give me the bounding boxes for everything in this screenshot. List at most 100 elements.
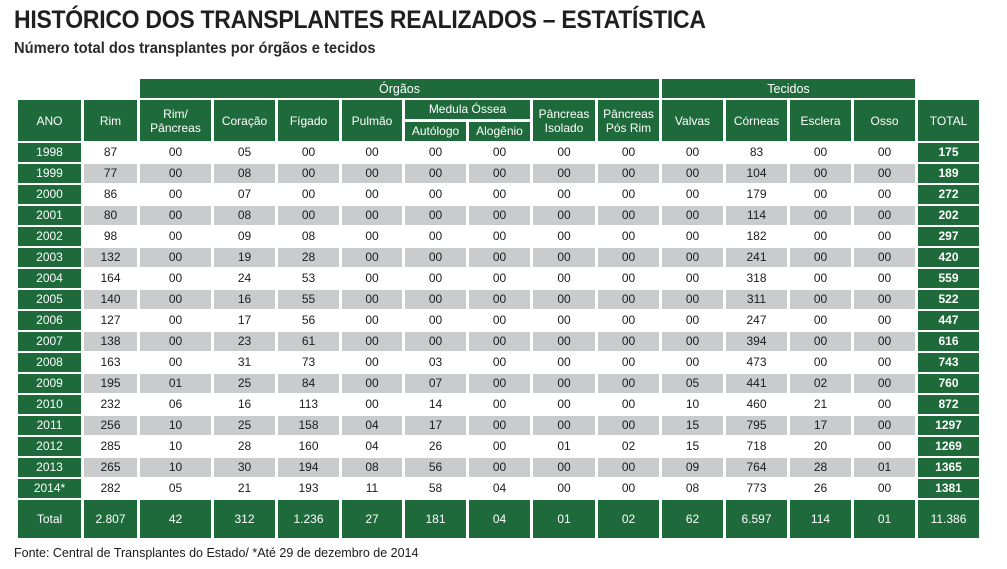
- year-cell: 2005: [18, 290, 81, 309]
- table-cell: 00: [854, 248, 915, 267]
- table-cell: 00: [140, 332, 211, 351]
- totals-row: Total 2.807 42 312 1.236 27 181 04 01 02 62 6.597 11…: [18, 500, 979, 538]
- row-total-cell: 872: [918, 395, 979, 414]
- table-cell: 195: [84, 374, 137, 393]
- table-cell: 285: [84, 437, 137, 456]
- totals-cell: 02: [598, 500, 659, 538]
- table-cell: 24: [214, 269, 275, 288]
- table-cell: 00: [469, 416, 530, 435]
- table-cell: 00: [790, 248, 851, 267]
- col-pancreas-pos-rim: Pâncreas Pós Rim: [598, 100, 659, 141]
- table-cell: 00: [342, 374, 402, 393]
- table-cell: 00: [278, 206, 339, 225]
- table-cell: 232: [84, 395, 137, 414]
- table-cell: 00: [790, 227, 851, 246]
- table-cell: 158: [278, 416, 339, 435]
- table-cell: 00: [342, 353, 402, 372]
- table-cell: 00: [598, 458, 659, 477]
- table-cell: 00: [533, 479, 595, 498]
- year-cell: 2008: [18, 353, 81, 372]
- table-row: 2002 98 00 09 08 00 00 00 00 00 00 182 00 00 297: [18, 227, 979, 246]
- row-total-cell: 175: [918, 143, 979, 162]
- col-pulmao: Pulmão: [342, 100, 402, 141]
- table-cell: 441: [726, 374, 787, 393]
- table-cell: 00: [342, 227, 402, 246]
- table-row: 2012 285 10 28 160 04 26 00 01 02 15 718 20 00 1269: [18, 437, 979, 456]
- table-cell: 00: [790, 290, 851, 309]
- table-cell: 00: [662, 164, 723, 183]
- table-cell: 00: [469, 290, 530, 309]
- table-row: 2011 256 10 25 158 04 17 00 00 00 15 795 17 00 1297: [18, 416, 979, 435]
- table-cell: 56: [405, 458, 466, 477]
- table-cell: 10: [140, 458, 211, 477]
- table-cell: 00: [140, 164, 211, 183]
- table-cell: 04: [469, 479, 530, 498]
- table-cell: 00: [662, 206, 723, 225]
- table-cell: 113: [278, 395, 339, 414]
- row-total-cell: 1365: [918, 458, 979, 477]
- sub-header-row: Autólogo Alogênio: [18, 122, 979, 141]
- table-cell: 00: [533, 458, 595, 477]
- table-cell: 04: [342, 416, 402, 435]
- row-total-cell: 189: [918, 164, 979, 183]
- totals-cell: 181: [405, 500, 466, 538]
- table-cell: 00: [854, 206, 915, 225]
- col-ano: ANO: [18, 100, 81, 141]
- table-cell: 795: [726, 416, 787, 435]
- col-figado: Fígado: [278, 100, 339, 141]
- row-total-cell: 743: [918, 353, 979, 372]
- table-cell: 28: [790, 458, 851, 477]
- row-total-cell: 1297: [918, 416, 979, 435]
- table-row: 2013 265 10 30 194 08 56 00 00 00 09 764 28 01 1365: [18, 458, 979, 477]
- table-cell: 00: [533, 290, 595, 309]
- table-cell: 00: [662, 185, 723, 204]
- table-row: 1998 87 00 05 00 00 00 00 00 00 00 83 00 00 175: [18, 143, 979, 162]
- table-cell: 00: [405, 269, 466, 288]
- page-title: HISTÓRICO DOS TRANSPLANTES REALIZADOS – …: [14, 6, 706, 34]
- table-cell: 00: [342, 395, 402, 414]
- table-cell: 00: [469, 227, 530, 246]
- table-cell: 718: [726, 437, 787, 456]
- table-cell: 09: [662, 458, 723, 477]
- col-total: TOTAL: [918, 100, 979, 141]
- table-cell: 00: [342, 311, 402, 330]
- table-cell: 23: [214, 332, 275, 351]
- table-cell: 00: [854, 185, 915, 204]
- table-cell: 00: [533, 332, 595, 351]
- table-cell: 09: [214, 227, 275, 246]
- col-esclera: Esclera: [790, 100, 851, 141]
- table-cell: 241: [726, 248, 787, 267]
- col-rim-pancreas-line2: Pâncreas: [150, 120, 201, 135]
- table-cell: 05: [140, 479, 211, 498]
- totals-cell: 62: [662, 500, 723, 538]
- table-cell: 00: [598, 332, 659, 351]
- table-cell: 00: [469, 269, 530, 288]
- table-cell: 00: [854, 332, 915, 351]
- table-cell: 265: [84, 458, 137, 477]
- table-cell: 00: [278, 185, 339, 204]
- table-cell: 00: [469, 206, 530, 225]
- table-cell: 247: [726, 311, 787, 330]
- table-cell: 00: [469, 248, 530, 267]
- table-cell: 00: [790, 164, 851, 183]
- table-cell: 00: [533, 248, 595, 267]
- table-cell: 00: [342, 164, 402, 183]
- year-cell: 2004: [18, 269, 81, 288]
- table-cell: 16: [214, 395, 275, 414]
- table-cell: 00: [342, 206, 402, 225]
- table-cell: 160: [278, 437, 339, 456]
- table-cell: 10: [662, 395, 723, 414]
- table-cell: 132: [84, 248, 137, 267]
- table-cell: 83: [726, 143, 787, 162]
- table-cell: 00: [533, 269, 595, 288]
- table-cell: 28: [214, 437, 275, 456]
- table-cell: 17: [790, 416, 851, 435]
- table-cell: 00: [342, 269, 402, 288]
- table-cell: 00: [140, 311, 211, 330]
- table-cell: 00: [405, 332, 466, 351]
- table-cell: 00: [469, 374, 530, 393]
- table-cell: 00: [790, 269, 851, 288]
- table-cell: 00: [598, 143, 659, 162]
- table-cell: 01: [533, 437, 595, 456]
- totals-cell: 114: [790, 500, 851, 538]
